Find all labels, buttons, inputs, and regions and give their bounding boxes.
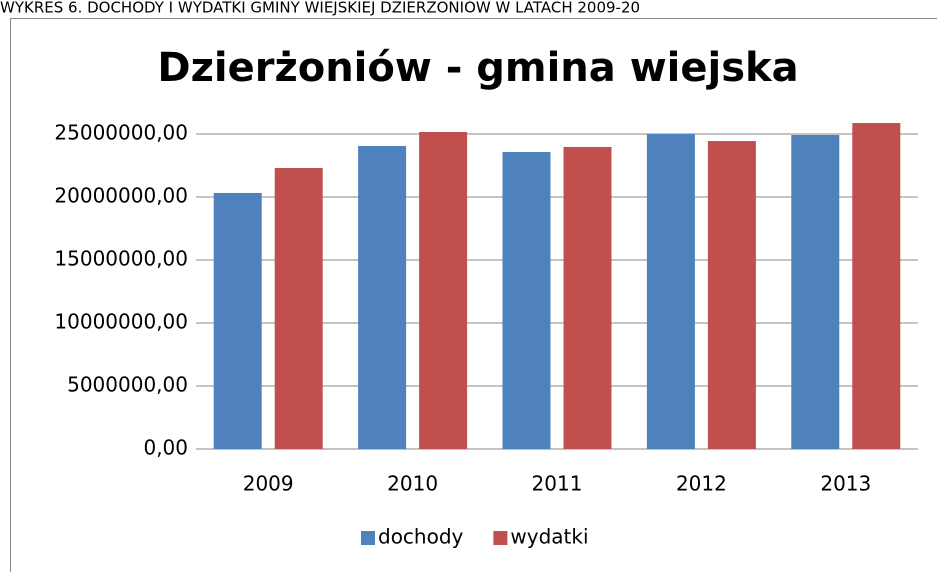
y-tick-label: 25000000,00 [54, 121, 188, 145]
x-tick-label: 2010 [387, 472, 438, 496]
x-tick-label: 2013 [820, 472, 871, 496]
legend-swatch [361, 531, 375, 545]
bar [502, 152, 551, 449]
x-tick-label: 2012 [676, 472, 727, 496]
bar [852, 123, 901, 450]
x-tick-label: 2011 [532, 472, 583, 496]
y-tick-label: 15000000,00 [54, 247, 188, 271]
bar [274, 168, 323, 449]
bar [358, 145, 407, 449]
y-tick-label: 20000000,00 [54, 184, 188, 208]
bar [791, 135, 840, 449]
legend-label: dochody [378, 525, 464, 549]
chart-border [10, 18, 937, 572]
bar [563, 146, 612, 449]
bar [213, 192, 262, 449]
chart-title: Dzierżoniów - gmina wiejska [157, 45, 798, 91]
bar [419, 131, 468, 449]
y-tick-label: 5000000,00 [67, 373, 188, 397]
legend-label: wydatki [510, 525, 588, 549]
y-tick-label: 10000000,00 [54, 310, 188, 334]
bar [707, 141, 756, 449]
bar [646, 134, 695, 449]
caption: WYKRES 6. DOCHODY I WYDATKI GMINY WIEJSK… [0, 0, 640, 17]
y-tick-label: 0,00 [143, 436, 188, 460]
x-tick-label: 2009 [243, 472, 294, 496]
legend-swatch [493, 531, 508, 545]
